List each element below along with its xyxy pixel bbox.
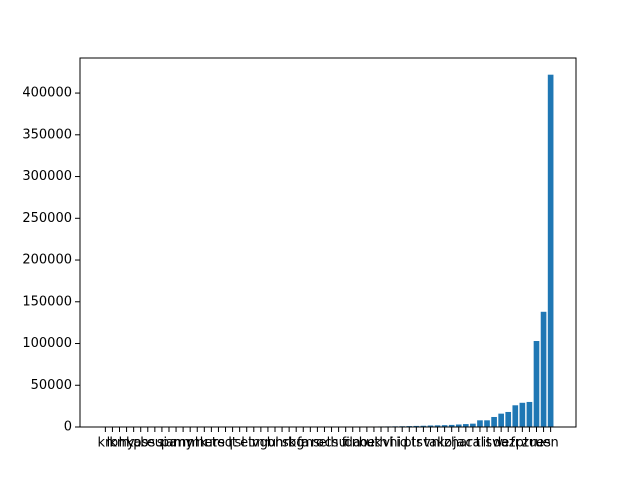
x-tick-label: id	[396, 436, 408, 451]
x-tick-label: fr	[510, 436, 521, 451]
x-tick-label: pl	[403, 436, 415, 451]
y-tick-label: 200000	[22, 253, 72, 268]
x-tick-label: lv	[248, 436, 260, 451]
x-tick-label: sv	[416, 436, 431, 451]
x-tick-label: ro	[311, 436, 324, 451]
x-tick-label: fi	[342, 436, 350, 451]
axes-frame	[79, 57, 577, 428]
bar	[477, 420, 483, 427]
bar	[420, 425, 427, 427]
bar	[427, 425, 434, 427]
bar	[434, 425, 441, 427]
x-tick-label: hu	[330, 436, 346, 451]
x-tick-label: lo	[107, 436, 119, 451]
x-tick-label: no	[352, 436, 368, 451]
x-tick-label: lt	[228, 436, 237, 451]
x-tick-label: uk	[366, 436, 382, 451]
x-tick-label: am	[166, 436, 187, 451]
x-tick-label: ca	[465, 436, 480, 451]
x-tick-label: ar	[459, 436, 473, 451]
x-tick-label: ta	[424, 436, 437, 451]
x-tick-label: sw	[485, 436, 503, 451]
x-tick-label: bn	[267, 436, 284, 451]
y-tick-label: 350000	[22, 127, 72, 142]
x-tick-label: sq	[218, 436, 233, 451]
x-tick-label: ms	[301, 436, 321, 451]
x-tick-label: es	[536, 436, 551, 451]
x-tick-label: kn	[97, 436, 113, 451]
x-tick-label: pa	[161, 436, 177, 451]
x-tick-label: da	[345, 436, 361, 451]
bar	[441, 425, 448, 427]
x-tick-label: tr	[411, 436, 422, 451]
y-tick-label: 0	[64, 420, 72, 435]
bar	[462, 424, 469, 427]
x-tick-label: ur	[205, 436, 219, 451]
x-tick-label: ps	[133, 436, 148, 451]
x-tick-label: nl	[432, 436, 444, 451]
x-tick-label: el	[319, 436, 331, 451]
bar	[533, 341, 540, 427]
x-tick-label: cs	[325, 436, 339, 451]
x-tick-label: ka	[126, 436, 141, 451]
x-tick-label: mk	[187, 436, 208, 451]
bar	[505, 411, 512, 427]
x-tick-label: bg	[288, 436, 305, 451]
bar	[540, 311, 547, 427]
x-tick-label: hr	[275, 436, 289, 451]
x-tick-label: si	[157, 436, 167, 451]
x-tick-label: az	[501, 436, 516, 451]
x-tick-label: zu	[522, 436, 537, 451]
x-tick-label: hi	[389, 436, 401, 451]
y-tick-label: 400000	[22, 86, 72, 101]
bar	[519, 402, 526, 427]
y-tick-label: 100000	[22, 336, 72, 351]
x-tick-label: th	[374, 436, 387, 451]
x-tick-label: en	[543, 436, 559, 451]
x-tick-label: ja	[452, 436, 465, 451]
x-tick-label: it	[483, 436, 492, 451]
x-tick-label: mr	[252, 436, 271, 451]
x-tick-label: he	[359, 436, 375, 451]
x-tick-label: sl	[234, 436, 244, 451]
bar	[484, 420, 490, 427]
bar	[498, 413, 504, 427]
x-tick-label: gu	[260, 436, 277, 451]
bar	[491, 416, 497, 427]
y-tick-label: 150000	[22, 294, 72, 309]
x-tick-label: et	[240, 436, 253, 451]
x-tick-label: fa	[297, 436, 310, 451]
x-tick-label: zh	[444, 436, 459, 451]
x-tick-label: hy	[119, 436, 135, 451]
x-tick-label: vi	[382, 436, 393, 451]
x-tick-label: ml	[182, 436, 198, 451]
x-tick-label: pt	[516, 436, 529, 451]
x-tick-label: ko	[437, 436, 452, 451]
y-tick-label: 50000	[31, 378, 72, 393]
x-tick-label: te	[212, 436, 225, 451]
bar	[455, 424, 462, 427]
x-tick-label: tl	[476, 436, 485, 451]
bar	[470, 423, 476, 427]
bar	[526, 401, 533, 427]
bar	[547, 74, 554, 427]
x-tick-label: sk	[282, 436, 297, 451]
bar	[413, 425, 420, 427]
x-tick-label: ru	[530, 436, 544, 451]
y-tick-label: 300000	[22, 169, 72, 184]
x-tick-label: my	[173, 436, 194, 451]
x-tick-label: de	[493, 436, 509, 451]
x-tick-label: km	[109, 436, 129, 451]
x-tick-label: ne	[196, 436, 212, 451]
x-tick-label: bs	[140, 436, 155, 451]
bar	[448, 424, 455, 427]
y-tick-label: 250000	[22, 211, 72, 226]
x-tick-label: eu	[147, 436, 163, 451]
bar	[512, 405, 519, 427]
